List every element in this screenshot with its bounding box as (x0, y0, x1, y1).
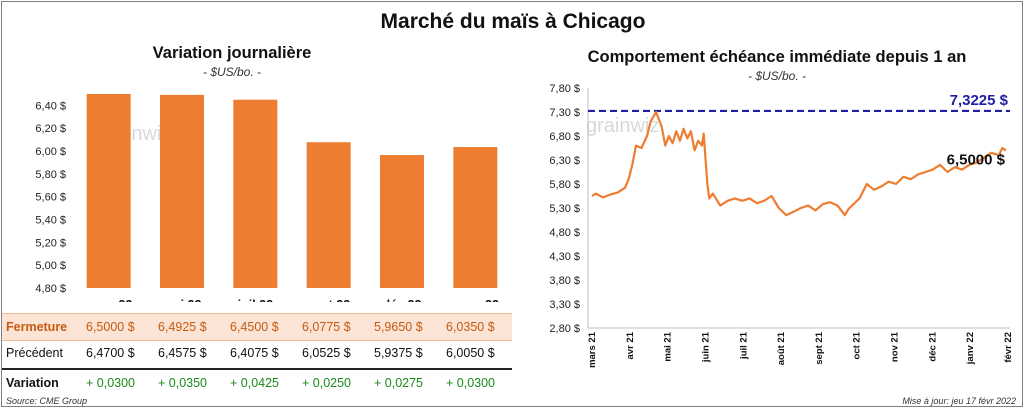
x-tick-label: mai 21 (663, 331, 674, 361)
x-tick-label: nov 21 (890, 331, 901, 362)
y-tick-label: 6,30 $ (549, 155, 580, 167)
bar (453, 147, 498, 288)
table-row-close: Fermeture 6,5000 $ 6,4925 $ 6,4500 $ 6,0… (2, 313, 512, 341)
table-cell: + 0,0250 (302, 376, 352, 390)
bar (233, 99, 278, 289)
y-tick-label: 5,20 $ (35, 237, 66, 249)
table-cell: 6,0350 $ (446, 320, 495, 334)
x-tick-label: juil 22 (237, 298, 273, 302)
row-label: Précédent (6, 346, 63, 360)
table-row-variation: Variation + 0,0300 + 0,0350 + 0,0425 + 0… (2, 368, 512, 396)
table-cell: + 0,0425 (230, 376, 280, 390)
y-tick-label: 2,80 $ (549, 323, 580, 335)
y-tick-label: 4,30 $ (549, 251, 580, 263)
x-tick-label: juin 21 (700, 331, 711, 363)
row-label: Variation (6, 376, 59, 390)
table-cell: 6,0775 $ (302, 320, 351, 334)
table-cell: 5,9650 $ (374, 320, 423, 334)
table-cell: 6,0050 $ (446, 346, 495, 360)
x-tick-label: août 21 (776, 331, 787, 365)
y-tick-label: 6,00 $ (35, 146, 66, 158)
source-note: Source: CME Group (6, 396, 88, 406)
y-tick-label: 5,30 $ (549, 203, 580, 215)
left-chart-subtitle: - $US/bo. - (202, 65, 262, 79)
x-tick-label: déc 21 (927, 331, 938, 361)
x-tick-label: sept 22 (307, 298, 350, 302)
row-label: Fermeture (6, 320, 68, 334)
table-cell: + 0,0350 (158, 376, 208, 390)
table-row-previous: Précédent 6,4700 $ 6,4575 $ 6,4075 $ 6,0… (2, 340, 512, 366)
bar (380, 155, 424, 288)
x-tick-label: mars 23 (452, 298, 499, 302)
y-tick-label: 6,20 $ (35, 123, 66, 135)
x-tick-label: janv 22 (965, 332, 976, 365)
table-cell: 5,9375 $ (374, 346, 423, 360)
x-tick-label: sept 21 (814, 331, 825, 364)
right-chart-subtitle: - $US/bo. - (747, 69, 807, 83)
y-tick-label: 7,80 $ (549, 83, 580, 95)
table-cell: 6,4500 $ (230, 320, 279, 334)
reference-label: 7,3225 $ (950, 92, 1009, 109)
main-title: Marché du maïs à Chicago (380, 10, 646, 33)
x-tick-label: déc 22 (383, 298, 422, 302)
update-note: Mise à jour: jeu 17 févr 2022 (902, 396, 1016, 406)
price-line (591, 110, 1007, 217)
y-tick-label: 5,60 $ (35, 192, 66, 204)
table-cell: + 0,0300 (86, 376, 136, 390)
table-cell: 6,0525 $ (302, 346, 351, 360)
y-tick-label: 6,80 $ (549, 131, 580, 143)
table-cell: 6,4575 $ (158, 346, 207, 360)
left-chart-title: Variation journalière (152, 44, 312, 62)
x-tick-label: mars 21 (587, 331, 598, 368)
x-tick-label: avr 21 (625, 331, 636, 359)
x-tick-label: juil 21 (738, 331, 749, 360)
y-tick-label: 3,30 $ (549, 299, 580, 311)
y-tick-label: 6,40 $ (35, 100, 66, 112)
right-chart-title: Comportement échéance immédiate depuis 1… (587, 48, 967, 66)
y-tick-label: 7,30 $ (549, 107, 580, 119)
x-tick-label: févr 22 (1003, 332, 1014, 363)
x-tick-label: oct 21 (852, 331, 863, 359)
table-cell: 6,4075 $ (230, 346, 279, 360)
x-tick-label: mars 22 (85, 298, 132, 302)
table-cell: 6,4700 $ (86, 346, 135, 360)
bar (160, 94, 204, 288)
table-cell: + 0,0300 (446, 376, 496, 390)
last-value-label: 6,5000 $ (947, 151, 1006, 168)
y-tick-label: 5,40 $ (35, 215, 66, 227)
bar (86, 94, 131, 288)
y-tick-label: 5,00 $ (35, 260, 66, 272)
y-tick-label: 3,80 $ (549, 275, 580, 287)
y-tick-label: 5,80 $ (549, 179, 580, 191)
table-cell: 6,4925 $ (158, 320, 207, 334)
y-tick-label: 5,80 $ (35, 169, 66, 181)
y-tick-label: 4,80 $ (549, 227, 580, 239)
y-tick-label: 4,80 $ (35, 283, 66, 295)
table-cell: + 0,0275 (374, 376, 424, 390)
bar (306, 142, 351, 288)
table-cell: 6,5000 $ (86, 320, 135, 334)
x-tick-label: mai 22 (163, 298, 202, 302)
watermark: grainwiz (586, 115, 659, 137)
